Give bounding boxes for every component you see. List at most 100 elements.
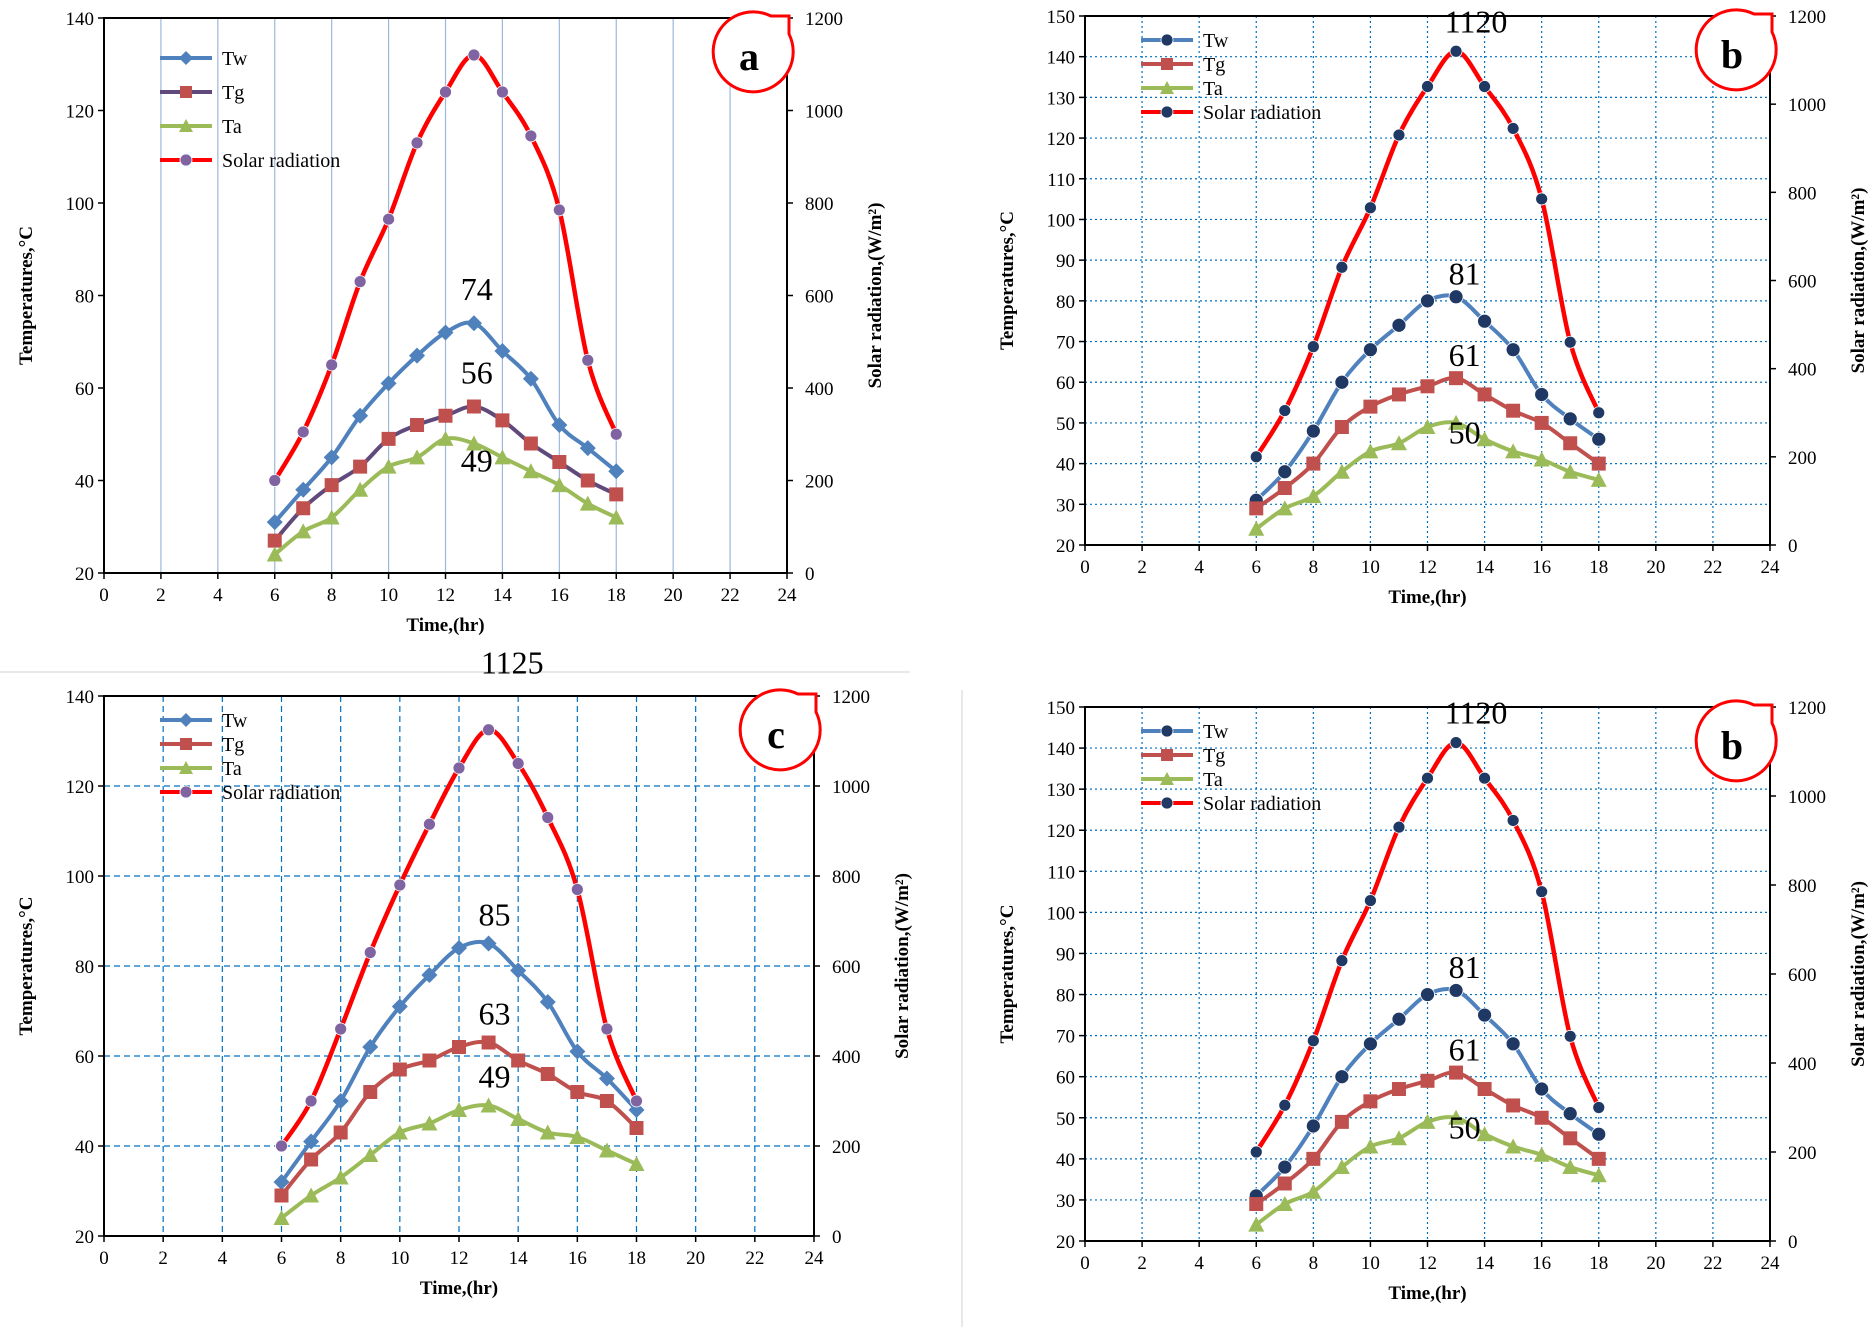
y2-tick-label: 1200 (1788, 698, 1826, 719)
y2-tick-label: 800 (1788, 876, 1817, 897)
data-point (352, 481, 369, 497)
x-tick-label: 22 (1703, 557, 1722, 578)
legend-marker (179, 713, 193, 727)
data-point (1476, 431, 1493, 447)
y-tick-label: 100 (1047, 903, 1076, 924)
legend-marker (180, 738, 192, 750)
legend-label: Ta (222, 758, 242, 780)
y2-tick-label: 400 (1788, 360, 1817, 381)
data-point (510, 1111, 527, 1126)
y2-tick-label: 1000 (1788, 787, 1826, 808)
data-point (551, 417, 568, 433)
x-tick-label: 12 (450, 1248, 469, 1269)
y-tick-label: 90 (1056, 251, 1075, 272)
legend-label: Solar radiation (222, 150, 340, 172)
legend-marker (180, 86, 192, 98)
y2-tick-label: 1000 (832, 777, 870, 798)
x-tick-label: 10 (1361, 1253, 1380, 1274)
legend-label: Tw (1203, 30, 1229, 52)
data-point (273, 1210, 290, 1225)
data-annotation: 49 (479, 1059, 511, 1095)
x-tick-label: 0 (99, 585, 109, 606)
data-point (393, 878, 407, 892)
y-tick-label: 100 (66, 194, 95, 215)
y-tick-label: 70 (1056, 1027, 1075, 1048)
data-point (628, 1156, 645, 1171)
data-point (1534, 387, 1550, 402)
data-point (1592, 1101, 1606, 1114)
data-point (423, 817, 436, 831)
data-point (1305, 1183, 1322, 1199)
data-point (551, 477, 568, 493)
y-tick-label: 80 (75, 287, 94, 308)
data-annotation: 56 (461, 354, 493, 390)
x-tick-label: 18 (627, 1248, 646, 1269)
data-point (352, 407, 369, 424)
y2-axis-title: Solar radiation,(W/m²) (865, 203, 886, 389)
data-point (1449, 44, 1463, 58)
series-solar-radiation (268, 48, 623, 487)
data-point (1249, 1145, 1263, 1159)
data-point (1562, 1159, 1579, 1175)
y-tick-label: 30 (1056, 495, 1075, 516)
y2-tick-label: 1200 (805, 9, 843, 30)
series-tw (266, 315, 625, 531)
x-axis-title: Time,(hr) (420, 1278, 498, 1299)
data-point (552, 455, 567, 469)
y-tick-label: 70 (1056, 333, 1075, 354)
data-point (1391, 387, 1406, 402)
data-point (1248, 1216, 1265, 1232)
data-point (1333, 463, 1350, 479)
y-tick-label: 120 (1047, 129, 1076, 150)
data-annotation: 85 (479, 897, 511, 933)
data-point (1533, 1146, 1550, 1162)
legend-label: Tg (1203, 745, 1225, 767)
data-point (439, 85, 452, 99)
data-point (1535, 192, 1549, 206)
data-point (324, 478, 339, 493)
data-point (363, 1085, 378, 1099)
data-point (1249, 1197, 1264, 1212)
legend-label: Tg (222, 82, 244, 104)
data-point (1249, 501, 1264, 516)
data-point (295, 481, 312, 498)
data-point (1478, 771, 1491, 785)
x-tick-label: 4 (1194, 557, 1204, 578)
y-axis-title: Temperatures,°C (16, 226, 37, 365)
x-tick-label: 16 (550, 585, 569, 606)
x-tick-label: 2 (1137, 557, 1147, 578)
y-tick-label: 120 (66, 777, 95, 798)
data-point (1391, 1082, 1406, 1097)
data-point (511, 1053, 526, 1068)
legend-marker (1160, 81, 1174, 94)
x-tick-label: 14 (493, 585, 513, 606)
x-tick-label: 20 (686, 1248, 705, 1269)
data-point (481, 1035, 496, 1050)
data-point (1248, 520, 1265, 536)
y2-tick-label: 1200 (1788, 7, 1826, 28)
series-tg (274, 1035, 644, 1203)
legend-marker (1160, 105, 1174, 119)
y2-tick-label: 200 (832, 1137, 861, 1158)
x-tick-label: 6 (270, 585, 280, 606)
legend-label: Ta (222, 116, 242, 138)
y-tick-label: 140 (66, 9, 95, 30)
data-point (295, 523, 312, 539)
series-tg (267, 399, 624, 548)
data-point (353, 275, 367, 289)
data-point (422, 1053, 437, 1068)
data-point (451, 1102, 467, 1117)
y-tick-label: 130 (1047, 88, 1076, 109)
data-point (1334, 1114, 1349, 1129)
data-point (1305, 1118, 1321, 1134)
data-point (1306, 1034, 1320, 1048)
data-annotation: 49 (461, 442, 493, 478)
panel-badge (1694, 699, 1778, 783)
y-axis-title: Temperatures,°C (16, 896, 37, 1035)
data-annotation: 61 (1449, 337, 1481, 373)
data-point (1335, 260, 1349, 274)
data-point (467, 48, 481, 62)
data-point (1364, 894, 1377, 907)
data-point (1449, 371, 1464, 386)
legend-marker (179, 119, 193, 132)
